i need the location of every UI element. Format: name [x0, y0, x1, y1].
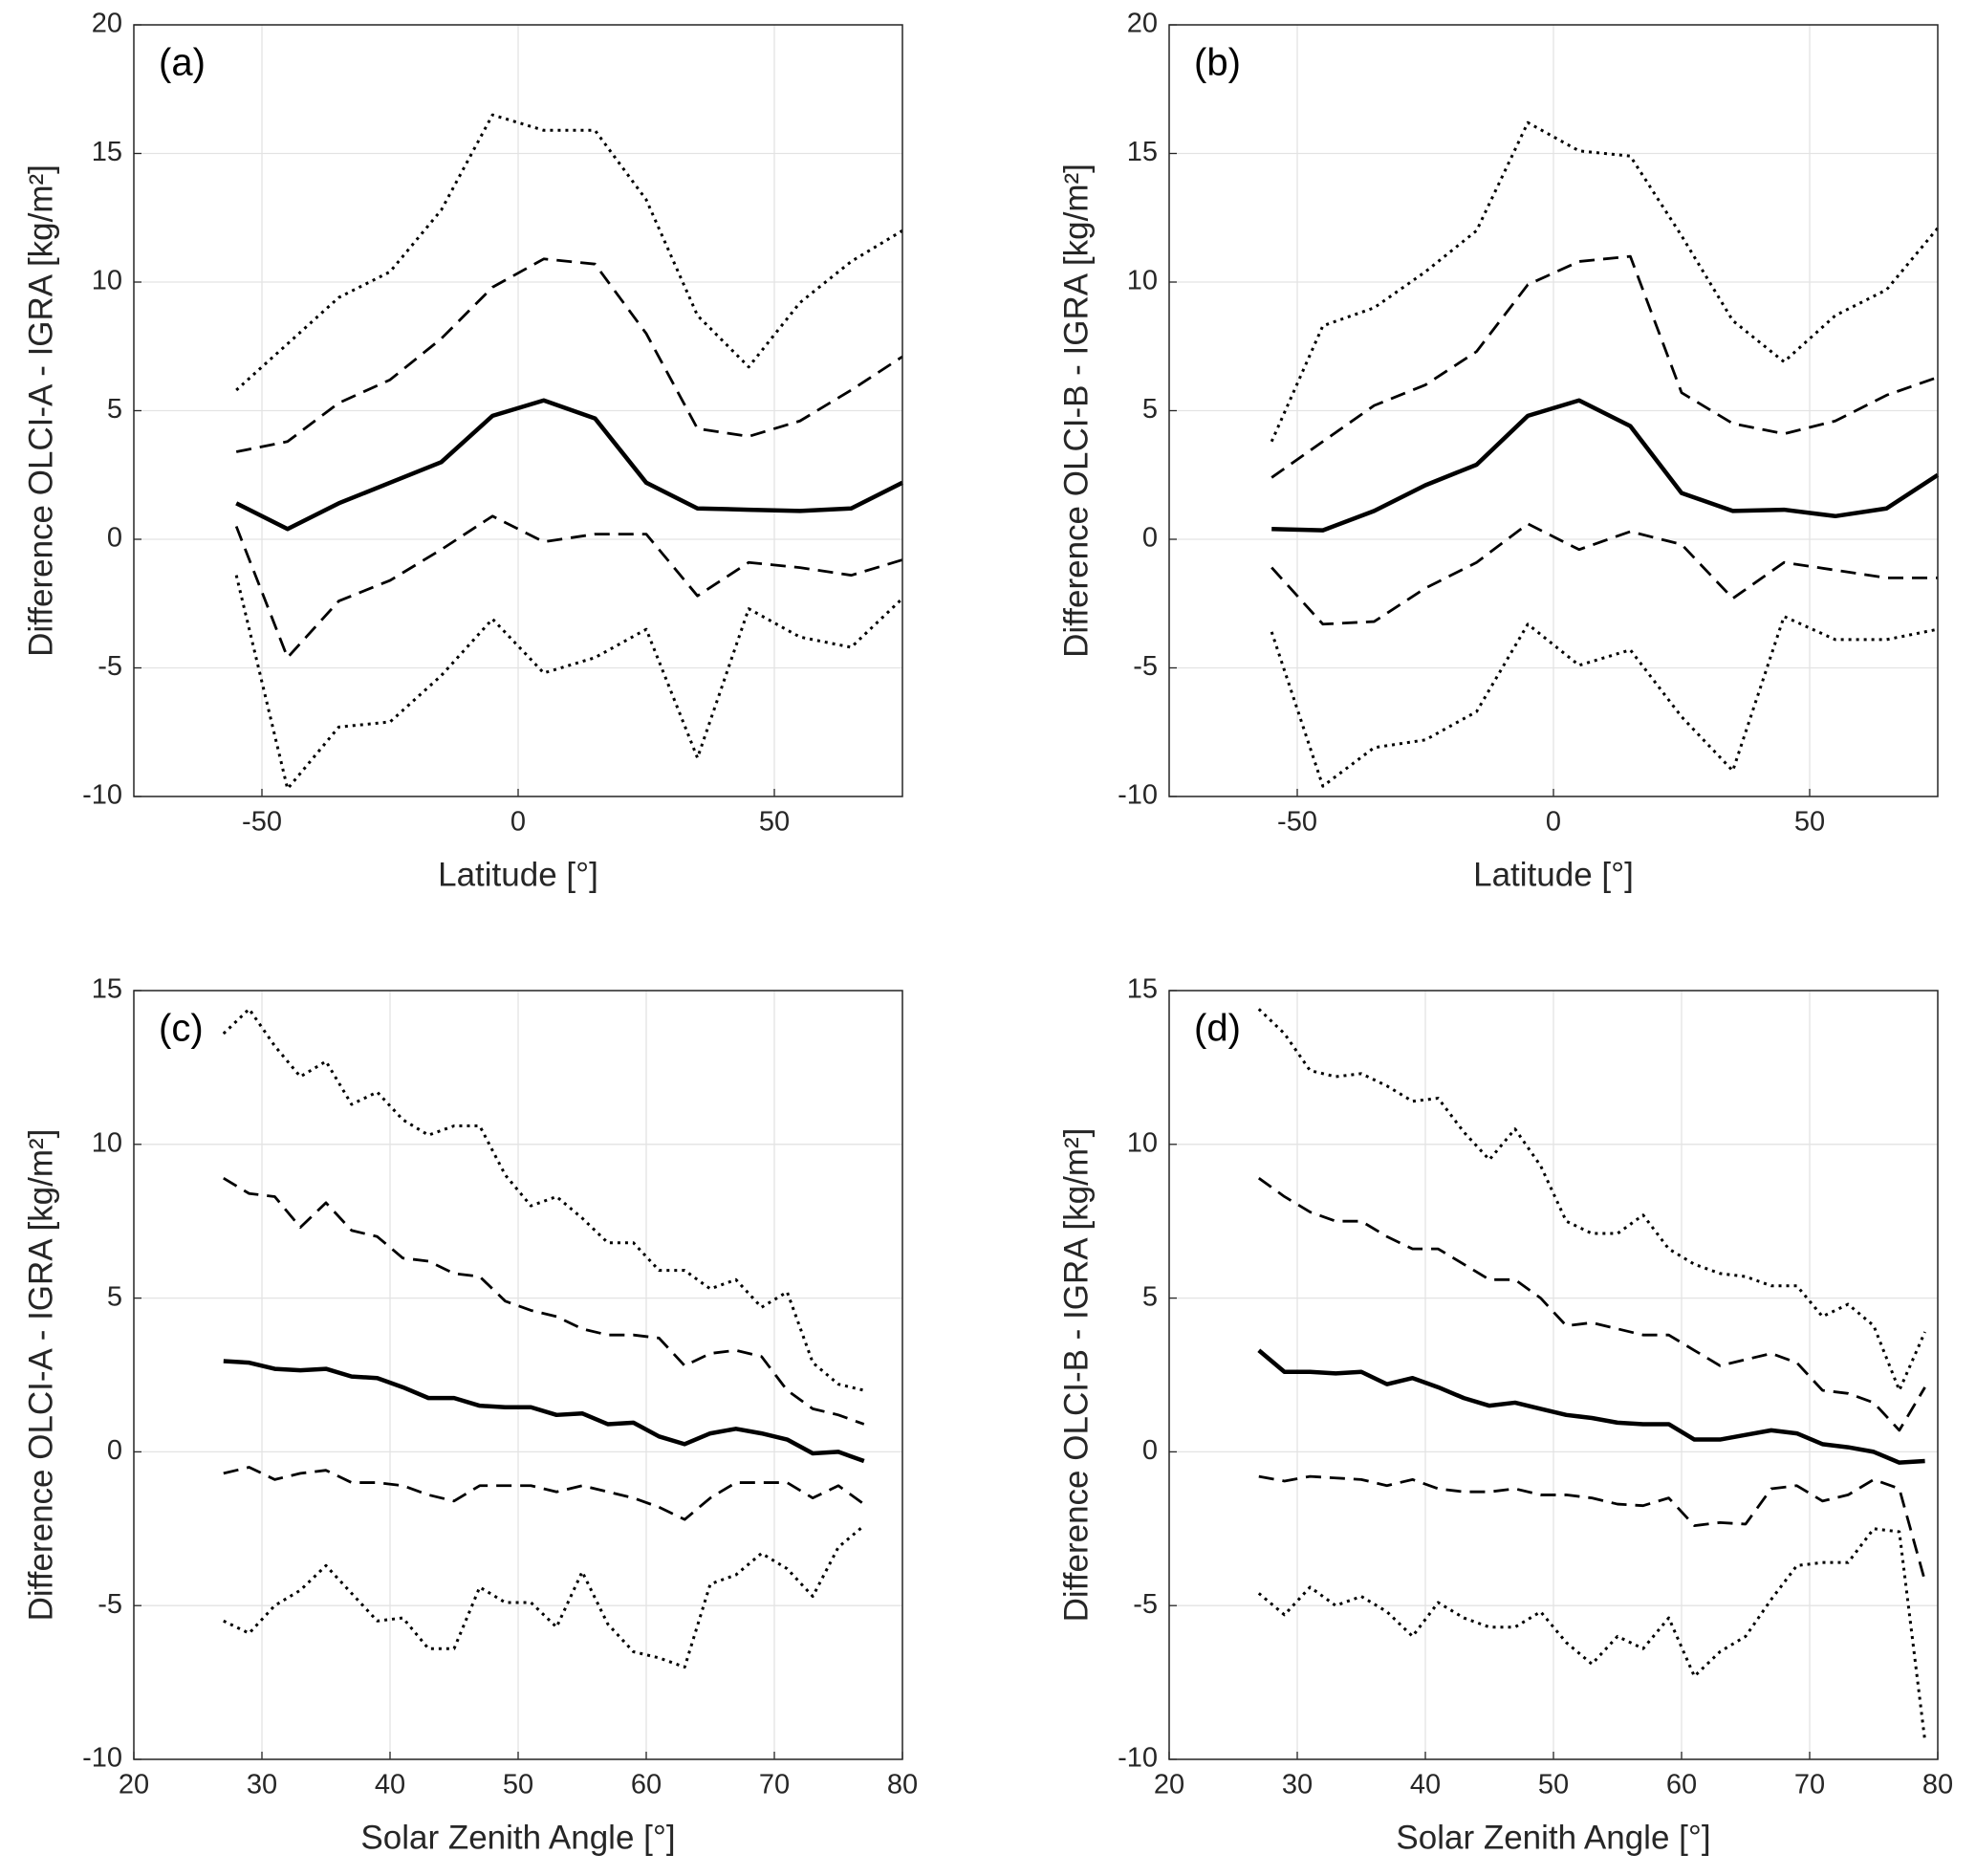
axes-box	[133, 24, 903, 797]
x-tick-label: 30	[1282, 1770, 1313, 1800]
data-line	[235, 398, 904, 532]
data-line	[234, 514, 903, 660]
panel-label: (b)	[1194, 42, 1241, 84]
x-tick-label: 40	[1410, 1770, 1441, 1800]
axes-box	[133, 990, 903, 1760]
data-line	[223, 1176, 865, 1426]
x-axis-label: Latitude [°]	[438, 856, 598, 893]
panel: 20 30 40 50 60 70 80 -10 -5 0 5 10 15 (c) Solar Zenith…	[22, 974, 918, 1857]
y-tick-label: 20	[92, 9, 122, 39]
y-tick-label: -10	[82, 1743, 122, 1774]
y-tick-label: 5	[107, 1281, 122, 1312]
data-line	[1257, 1527, 1927, 1741]
y-axis-label: Difference OLCI-A - IGRA [kg/m²]	[22, 164, 59, 657]
y-axis-label: Difference OLCI-B - IGRA [kg/m²]	[1057, 1128, 1095, 1623]
data-line	[223, 1524, 865, 1669]
data-line	[222, 1007, 865, 1392]
x-tick-label: 70	[1794, 1770, 1825, 1800]
y-tick-label: -10	[82, 780, 122, 811]
y-tick-label: 0	[107, 523, 122, 554]
axes-box	[1168, 24, 1939, 797]
x-tick-label: 0	[510, 807, 526, 838]
panel-label: (c)	[159, 1008, 204, 1050]
x-tick-label: 60	[1666, 1770, 1697, 1800]
y-tick-label: 10	[1127, 266, 1158, 296]
x-tick-label: 20	[1154, 1770, 1184, 1800]
data-line	[235, 257, 903, 453]
x-tick-label: 60	[631, 1770, 662, 1800]
x-tick-label: 30	[247, 1770, 277, 1800]
x-tick-label: 50	[1794, 807, 1825, 838]
data-line	[1270, 120, 1940, 443]
y-tick-label: 0	[1142, 523, 1158, 554]
axes-box	[1168, 990, 1939, 1760]
y-tick-label: 5	[107, 394, 122, 425]
x-tick-label: 80	[887, 1770, 918, 1800]
y-tick-label: -5	[98, 1589, 122, 1620]
data-line	[235, 113, 903, 392]
y-tick-label: 5	[1142, 394, 1158, 425]
y-tick-label: 10	[92, 1127, 122, 1158]
panel: 20 30 40 50 60 70 80 -10 -5 0 5 10 15 (d) Solar Zenith…	[1057, 974, 1953, 1857]
y-tick-label: -10	[1118, 1743, 1158, 1774]
y-tick-label: 5	[1142, 1281, 1158, 1312]
x-tick-label: 50	[503, 1770, 533, 1800]
y-tick-label: -5	[1133, 651, 1158, 682]
y-tick-label: 15	[1127, 137, 1158, 167]
panel-label: (a)	[159, 42, 206, 84]
data-line	[1270, 254, 1939, 479]
x-tick-label: 70	[759, 1770, 790, 1800]
data-line	[1257, 1348, 1925, 1465]
y-axis-label: Difference OLCI-A - IGRA [kg/m²]	[22, 1129, 59, 1622]
y-tick-label: 10	[1127, 1127, 1158, 1158]
x-tick-label: -50	[242, 807, 282, 838]
y-tick-label: 0	[107, 1435, 122, 1466]
x-tick-label: 40	[375, 1770, 405, 1800]
y-tick-label: 10	[92, 266, 122, 296]
x-tick-label: 50	[1538, 1770, 1569, 1800]
x-axis-label: Solar Zenith Angle [°]	[1396, 1819, 1710, 1856]
x-tick-label: 0	[1546, 807, 1561, 838]
panel-label: (d)	[1194, 1008, 1241, 1050]
data-line	[1257, 1177, 1926, 1432]
data-line	[223, 1359, 865, 1464]
x-tick-label: -50	[1277, 807, 1317, 838]
data-line	[223, 1466, 865, 1521]
y-tick-label: -5	[98, 651, 122, 682]
data-line	[1270, 522, 1938, 626]
x-tick-label: 50	[759, 807, 790, 838]
x-axis-label: Latitude [°]	[1473, 856, 1634, 893]
x-axis-label: Solar Zenith Angle [°]	[360, 1819, 675, 1856]
y-axis-label: Difference OLCI-B - IGRA [kg/m²]	[1057, 164, 1095, 658]
x-tick-label: 20	[119, 1770, 149, 1800]
y-tick-label: 15	[92, 137, 122, 167]
y-tick-label: -5	[1133, 1589, 1158, 1620]
y-tick-label: 15	[92, 974, 122, 1005]
data-line	[1270, 615, 1939, 788]
y-tick-label: 20	[1127, 9, 1158, 39]
x-tick-label: 80	[1922, 1770, 1953, 1800]
data-line	[234, 575, 904, 791]
y-tick-label: -10	[1118, 780, 1158, 811]
data-line	[1258, 1474, 1926, 1582]
data-line	[1271, 398, 1940, 533]
y-tick-label: 0	[1142, 1435, 1158, 1466]
y-tick-label: 15	[1127, 974, 1158, 1005]
